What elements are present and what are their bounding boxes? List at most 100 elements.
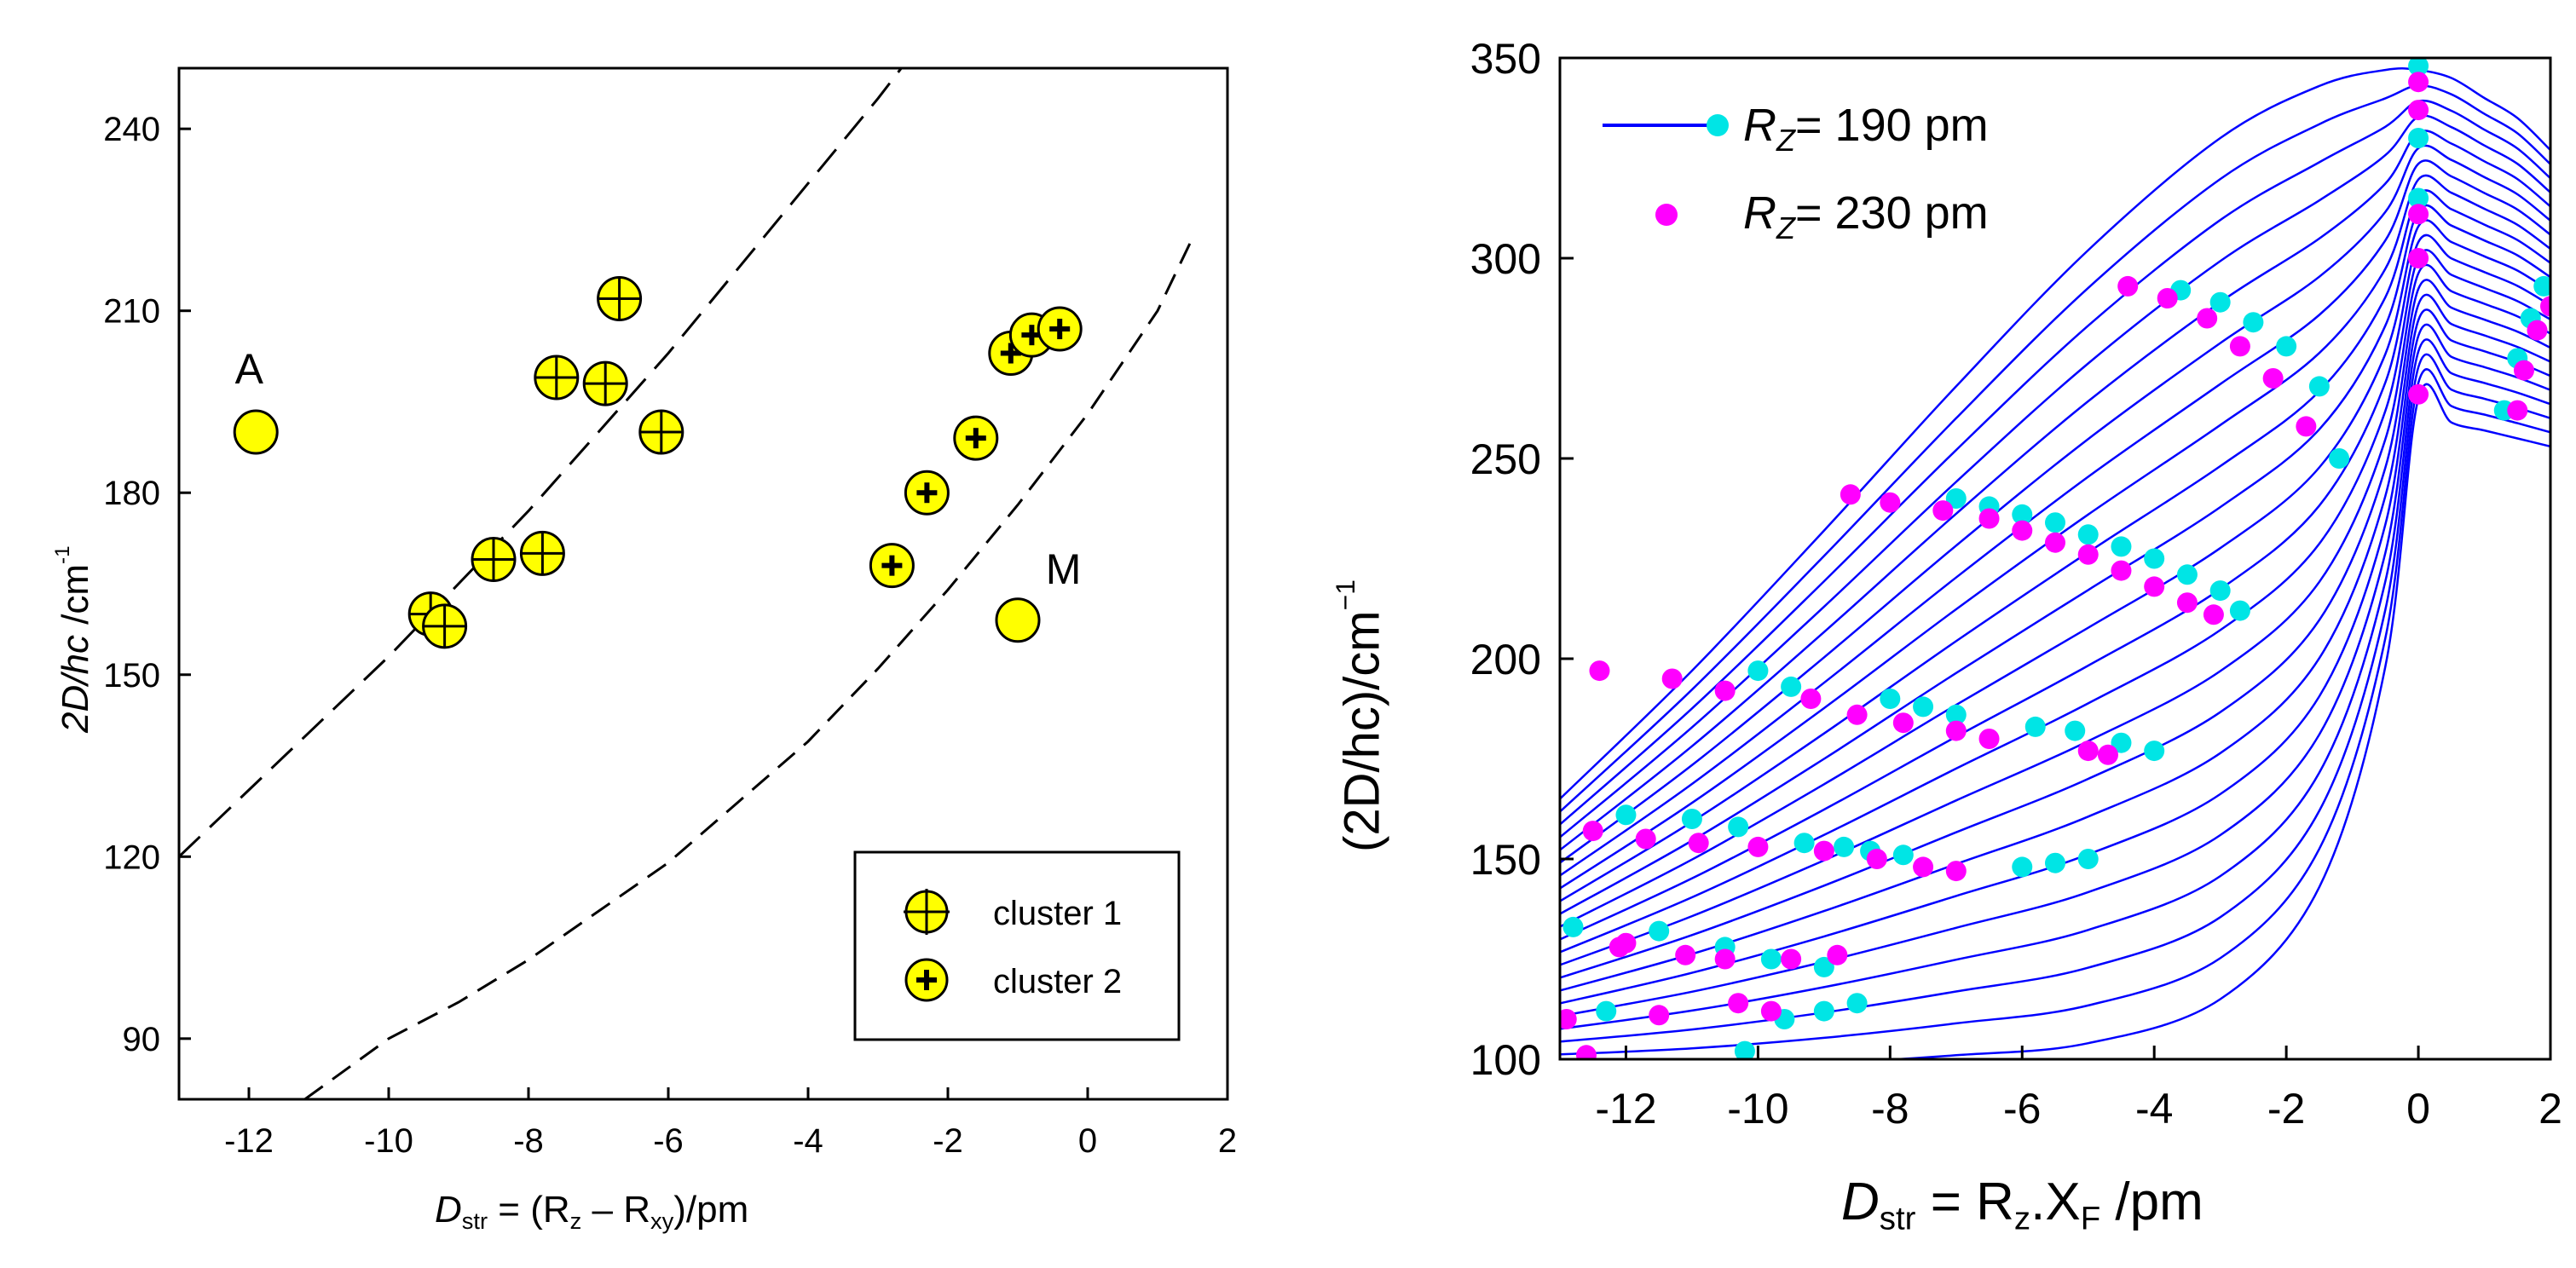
left-point-unclassified bbox=[233, 409, 279, 455]
right-point-rz-230 bbox=[1913, 856, 1934, 878]
right-point-rz-230 bbox=[1866, 849, 1887, 869]
left-point-cluster-2 bbox=[869, 543, 915, 589]
left-x-axis-title: Dstr = (Rz – Rxy)/pm bbox=[435, 1189, 749, 1235]
right-point-rz-190 bbox=[1834, 836, 1855, 857]
left-x-tick-label: 2 bbox=[1218, 1122, 1237, 1160]
left-x-tick-label: -2 bbox=[933, 1122, 963, 1160]
right-point-rz-190 bbox=[2144, 741, 2165, 762]
legend-entry-rz-190: RZ= 190 pm bbox=[1743, 100, 1989, 158]
right-x-tick-label: 2 bbox=[2538, 1085, 2562, 1133]
right-y-tick-label: 250 bbox=[1470, 435, 1541, 483]
left-y-tick-label: 150 bbox=[103, 657, 160, 695]
right-point-rz-190 bbox=[1880, 689, 1901, 709]
point-label-m: M bbox=[1046, 545, 1082, 593]
right-point-rz-190 bbox=[2209, 291, 2231, 313]
right-model-curve bbox=[1560, 114, 2550, 839]
left-legend: cluster 1 cluster 2 bbox=[853, 850, 1181, 1041]
right-point-rz-190 bbox=[1793, 833, 1815, 854]
right-point-rz-230 bbox=[1880, 492, 1901, 513]
right-point-rz-230 bbox=[1714, 680, 1736, 701]
right-model-curve bbox=[1560, 144, 2550, 864]
right-y-tick-label: 100 bbox=[1470, 1036, 1541, 1084]
left-y-tick-label: 210 bbox=[103, 293, 160, 331]
right-point-rz-230 bbox=[1649, 1005, 1670, 1026]
right-point-rz-190 bbox=[2045, 512, 2065, 533]
right-point-rz-190 bbox=[2408, 58, 2429, 77]
right-point-rz-190 bbox=[2329, 448, 2350, 469]
right-point-rz-190 bbox=[2045, 852, 2065, 873]
right-x-tick-label: 0 bbox=[2406, 1085, 2430, 1133]
right-y-axis-title: (2D/hc)/cm−1 bbox=[1330, 579, 1390, 852]
right-model-curve bbox=[1560, 204, 2550, 915]
right-point-rz-230 bbox=[2117, 275, 2139, 297]
right-point-rz-230 bbox=[1892, 712, 1914, 734]
right-point-rz-230 bbox=[1747, 836, 1769, 857]
left-point-cluster-1 bbox=[534, 354, 580, 401]
right-point-rz-230 bbox=[1781, 948, 1802, 970]
right-point-rz-230 bbox=[2176, 592, 2198, 614]
right-point-rz-230 bbox=[2077, 544, 2099, 565]
right-x-tick-label: -2 bbox=[2267, 1085, 2305, 1133]
right-point-rz-190 bbox=[1562, 916, 1584, 937]
right-x-tick-label: -6 bbox=[2003, 1085, 2041, 1133]
right-point-rz-230 bbox=[2097, 744, 2118, 765]
right-point-rz-190 bbox=[2229, 600, 2250, 621]
right-point-rz-230 bbox=[1800, 689, 1822, 709]
right-point-rz-230 bbox=[2157, 288, 2178, 308]
right-point-rz-190 bbox=[1596, 1000, 1617, 1022]
right-point-rz-190 bbox=[2408, 128, 2429, 148]
right-point-rz-190 bbox=[1813, 956, 1834, 977]
left-y-tick-label: 120 bbox=[103, 839, 160, 876]
right-point-rz-190 bbox=[2012, 504, 2033, 525]
right-x-tick-label: -8 bbox=[1871, 1085, 1909, 1133]
right-point-rz-230 bbox=[2507, 400, 2528, 421]
right-y-tick-label: 300 bbox=[1470, 235, 1541, 283]
right-model-curve bbox=[1560, 233, 2550, 941]
right-legend: RZ= 190 pm RZ= 230 pm bbox=[1603, 100, 1989, 245]
right-y-tick-label: 200 bbox=[1470, 636, 1541, 683]
left-y-tick-label: 90 bbox=[123, 1021, 161, 1058]
legend-entry-cluster-1: cluster 1 bbox=[993, 895, 1122, 932]
right-point-rz-190 bbox=[2533, 275, 2550, 297]
right-point-rz-190 bbox=[2111, 732, 2132, 753]
right-point-rz-190 bbox=[1945, 488, 1967, 509]
right-model-curve bbox=[1560, 67, 2550, 800]
right-point-rz-190 bbox=[1747, 660, 1769, 682]
right-y-tick-label: 150 bbox=[1470, 836, 1541, 884]
right-model-curve bbox=[1560, 99, 2550, 826]
right-point-rz-230 bbox=[2408, 383, 2429, 405]
right-point-rz-190 bbox=[1681, 809, 1702, 829]
right-model-curve bbox=[1560, 174, 2550, 890]
right-point-rz-230 bbox=[1714, 948, 1736, 970]
right-point-rz-190 bbox=[2408, 187, 2429, 209]
right-model-curve bbox=[1560, 338, 2550, 1030]
right-model-curve bbox=[1560, 293, 2550, 992]
right-point-rz-230 bbox=[1813, 840, 1834, 862]
right-point-rz-230 bbox=[2408, 100, 2429, 121]
right-chart-panel: -12 -10 -8 -6 -4 -2 0 2 100 150 200 250 300 350 RZ= 1… bbox=[1470, 35, 2562, 1133]
left-point-unclassified bbox=[995, 597, 1041, 643]
right-model-curve bbox=[1560, 219, 2550, 928]
left-x-tick-label: -8 bbox=[513, 1122, 544, 1160]
left-point-cluster-1 bbox=[422, 603, 468, 649]
right-point-rz-230 bbox=[1582, 821, 1603, 842]
left-y-axis-title: 2D/hc /cm-1 bbox=[51, 545, 96, 733]
left-y-tick-label: 180 bbox=[103, 475, 160, 512]
right-plot-frame bbox=[1558, 56, 2552, 1061]
right-point-rz-190 bbox=[2308, 376, 2330, 397]
right-model-curve bbox=[1560, 159, 2550, 877]
right-point-rz-230 bbox=[1609, 937, 1630, 958]
right-point-rz-230 bbox=[2077, 741, 2099, 762]
right-model-curve bbox=[1560, 263, 2550, 966]
point-label-a: A bbox=[235, 345, 264, 393]
left-dashed-curve bbox=[179, 68, 904, 858]
right-point-rz-230 bbox=[1945, 720, 1967, 741]
right-point-rz-190 bbox=[1734, 1040, 1755, 1059]
right-point-rz-230 bbox=[1688, 833, 1709, 854]
left-x-tick-label: -12 bbox=[224, 1122, 274, 1160]
right-model-curve bbox=[1560, 279, 2550, 979]
left-point-cluster-2 bbox=[904, 470, 950, 516]
right-point-rz-230 bbox=[1575, 1045, 1597, 1059]
right-point-rz-230 bbox=[1978, 508, 2000, 529]
